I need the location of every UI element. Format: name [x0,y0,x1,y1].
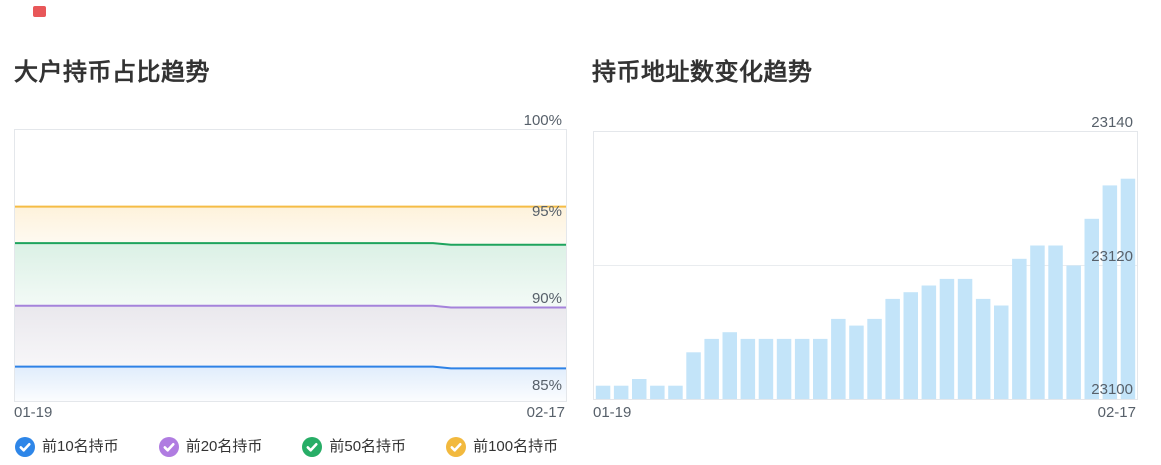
legend-item-top20[interactable]: 前20名持币 [158,437,263,457]
bar[interactable] [1084,218,1100,399]
series-line[interactable] [15,304,566,309]
check-circle-icon [158,437,179,457]
series-line[interactable] [15,242,566,246]
bar[interactable] [704,338,719,399]
y-tick-100pct: 100% [523,112,562,129]
bar[interactable] [613,385,629,399]
left-chart-title: 大户持币占比趋势 [14,59,210,86]
bar[interactable] [632,379,647,399]
cropped-top-icon [33,6,46,17]
legend-label: 前10名持币 [42,438,119,455]
bar[interactable] [1048,245,1063,400]
x-tick-start: 01-19 [14,404,53,421]
y-tick-95pct: 95% [531,203,562,220]
y-tick-90pct: 90% [531,290,562,307]
x-tick-end: 02-17 [1097,404,1136,421]
x-tick-start: 01-19 [593,404,632,421]
y-tick-23120: 23120 [1091,248,1133,265]
bar[interactable] [867,318,882,399]
bar[interactable] [1066,265,1081,400]
y-tick-23140: 23140 [1091,114,1133,131]
bar[interactable] [668,385,683,399]
bar[interactable] [722,332,738,399]
x-tick-end: 02-17 [526,404,565,421]
y-tick-85pct: 85% [531,377,562,394]
legend-label: 前100名持币 [473,438,559,455]
series-line[interactable] [15,365,566,370]
legend-item-top50[interactable]: 前50名持币 [302,437,406,457]
bar[interactable] [758,338,774,399]
legend-label: 前20名持币 [185,438,263,455]
bar[interactable] [1012,258,1027,399]
bar[interactable] [813,338,828,399]
left-x-axis: 01-19 02-17 [14,404,565,421]
bar[interactable] [975,298,991,399]
bar[interactable] [595,385,611,399]
address-count-chart-canvas [594,178,1137,400]
bar[interactable] [776,338,792,399]
bar[interactable] [903,292,919,399]
bar[interactable] [885,298,900,399]
bar[interactable] [921,285,937,400]
bar[interactable] [831,318,846,399]
series-area [15,206,566,245]
check-circle-icon [302,437,323,457]
right-x-axis: 01-19 02-17 [593,404,1136,421]
legend-label: 前50名持币 [329,438,407,455]
bar[interactable] [1030,245,1045,400]
legend-item-top100[interactable]: 前100名持币 [446,437,558,457]
bar[interactable] [994,305,1009,400]
legend: 前10名持币 前20名持币 前50名持币 前100名持币 [15,437,558,457]
bar[interactable] [650,385,665,399]
series-area [15,305,566,369]
bar[interactable] [686,352,701,399]
series-area [15,243,566,308]
bar[interactable] [849,325,864,399]
bar[interactable] [1120,178,1136,399]
check-circle-icon [15,437,35,457]
bar[interactable] [740,338,756,399]
holder-ratio-chart[interactable]: 100% 95% 90% 85% [14,113,567,402]
legend-item-top10[interactable]: 前10名持币 [15,437,119,457]
bar[interactable] [939,278,955,399]
address-count-chart[interactable]: 23140 23120 23100 [593,115,1138,400]
holder-ratio-chart-canvas [15,205,566,401]
check-circle-icon [446,437,467,457]
bar[interactable] [957,278,973,399]
y-tick-23100: 23100 [1091,381,1133,398]
bar[interactable] [1102,185,1118,399]
series-area [15,366,566,401]
bar[interactable] [794,338,810,399]
right-chart-title: 持币地址数变化趋势 [592,59,813,86]
